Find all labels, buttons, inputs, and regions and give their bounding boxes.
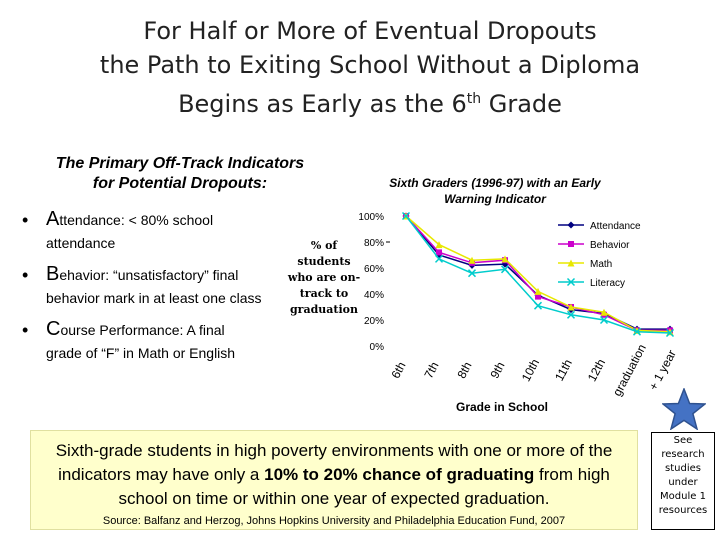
y-tick-label: 100% — [358, 212, 384, 223]
data-point-literacy — [632, 327, 642, 336]
y-tick-label: 60% — [364, 264, 384, 275]
title-line-1: For Half or More of Eventual Dropouts — [143, 17, 597, 45]
callout-highlight: 10% to 20% chance of graduating — [264, 465, 535, 484]
slide-title: For Half or More of Eventual Dropouts th… — [60, 14, 680, 121]
resource-line: Module 1 — [660, 491, 706, 502]
callout-text-start: Sixth-grade students in high poverty env… — [55, 441, 613, 484]
indicator-text-cont: attendance — [46, 235, 116, 251]
callout-text-end: from high school on time or within one y… — [118, 465, 610, 508]
legend-marker — [566, 277, 576, 287]
y-tick-label: 80% — [364, 238, 384, 249]
source-citation: Source: Balfanz and Herzog, Johns Hopkin… — [102, 515, 566, 527]
data-point-math — [600, 308, 608, 316]
resource-line: under — [668, 477, 698, 488]
x-tick-label: 10th — [519, 357, 542, 384]
bullet-icon: • — [22, 265, 29, 285]
y-axis-label: % of students who are on-track to gradua… — [287, 239, 361, 316]
data-point-behavior — [436, 249, 442, 256]
bullet-icon: • — [22, 320, 29, 340]
indicator-lead-letter: C — [46, 318, 61, 340]
y-tick-label: 40% — [364, 290, 384, 301]
series-line-math — [405, 215, 671, 333]
indicator-text-cont: behavior mark in at least one class — [46, 290, 262, 306]
series-line-attendance — [405, 215, 670, 330]
resource-line: resources — [658, 505, 708, 516]
legend-label-attendance: Attendance — [590, 221, 641, 232]
x-tick-label: 9th — [487, 359, 507, 380]
title-line-2: the Path to Exiting School Without a Dip… — [99, 51, 641, 79]
x-tick-label: 11th — [552, 357, 575, 383]
legend-marker — [568, 241, 574, 247]
y-tick-label: 20% — [364, 316, 384, 327]
title-line-3-sup: th — [466, 91, 482, 107]
data-point-literacy — [434, 254, 444, 263]
indicator-text: “unsatisfactory” final — [109, 267, 239, 283]
indicators-heading-line-1: The Primary Off-Track Indicators — [55, 155, 305, 172]
data-point-math — [534, 287, 542, 295]
x-axis-label: Grade in School — [456, 400, 548, 414]
x-tick-label: 6th — [388, 359, 408, 380]
line-chart: 100% 80% 60% 40% 20% 0%6th 7th 8th 9th 10th 11th 12… — [358, 211, 679, 414]
legend-label-behavior: Behavior — [590, 240, 630, 251]
callout-text: Sixth-grade students in high poverty env… — [31, 439, 637, 511]
indicator-text: < 80% school — [124, 212, 214, 228]
chart-series — [401, 211, 675, 338]
star-icon[interactable] — [662, 388, 706, 430]
indicators-heading: The Primary Off-Track Indicators for Pot… — [20, 154, 340, 194]
chart-axes: 100% 80% 60% 40% 20% 0%6th 7th 8th 9th 10th 11th 12… — [358, 212, 678, 398]
indicator-behavior: • Behavior: “unsatisfactory” final behav… — [18, 263, 338, 306]
data-point-literacy — [401, 211, 411, 221]
indicator-attendance: • Attendance: < 80% school attendance — [18, 208, 338, 251]
indicator-lead-letter: A — [46, 208, 60, 230]
title-line-3: Begins as Early as the 6th Grade — [60, 82, 680, 121]
indicators-heading-line-2: for Potential Dropouts: — [92, 175, 268, 192]
series-line-behavior — [405, 215, 670, 332]
chart-legend: Attendance Behavior Math Literacy — [558, 221, 641, 289]
legend-marker — [567, 221, 575, 229]
series-line-literacy — [405, 215, 671, 334]
indicator-label: ourse Performance: — [60, 322, 184, 338]
y-tick-label: 0% — [370, 342, 385, 353]
data-point-math — [501, 255, 509, 263]
legend-label-literacy: Literacy — [590, 278, 625, 289]
data-point-literacy — [599, 315, 609, 325]
data-point-literacy — [665, 328, 675, 338]
x-tick-label: + 1 year — [646, 348, 679, 393]
data-point-math — [435, 241, 443, 249]
data-point-behavior — [535, 293, 541, 300]
data-point-literacy — [566, 310, 576, 319]
indicator-list: • Attendance: < 80% school attendance • … — [18, 208, 338, 371]
data-point-literacy — [467, 269, 477, 278]
resource-note: See research studies under Module 1 reso… — [651, 432, 715, 530]
indicator-text: A final — [183, 322, 225, 338]
x-tick-label: 12th — [585, 357, 608, 384]
indicator-text-cont: grade of “F” in Math or English — [46, 345, 236, 361]
legend-marker — [567, 259, 575, 267]
indicator-course-performance: • Course Performance: A final grade of “… — [18, 318, 338, 361]
resource-line: See — [673, 435, 693, 446]
indicator-lead-letter: B — [46, 263, 60, 285]
callout-box: Sixth-grade students in high poverty env… — [30, 430, 638, 530]
x-tick-label: 7th — [421, 359, 441, 380]
bullet-icon: • — [22, 210, 29, 230]
resource-line: studies — [665, 463, 701, 474]
indicator-label: ehavior: — [59, 267, 110, 283]
title-line-3-end: Grade — [481, 90, 562, 118]
x-tick-label: 8th — [454, 359, 474, 380]
indicator-label: ttendance: — [59, 212, 125, 228]
title-line-3-text: Begins as Early as the 6 — [178, 90, 467, 118]
chart-title: Sixth Graders (1996-97) with an Early Wa… — [389, 176, 601, 206]
data-point-literacy — [533, 301, 543, 310]
x-tick-label: graduation — [610, 342, 649, 399]
data-point-math — [567, 303, 575, 311]
legend-label-math: Math — [590, 259, 612, 270]
resource-line: research — [661, 449, 705, 460]
data-point-math — [468, 256, 476, 264]
data-point-literacy — [500, 265, 510, 274]
